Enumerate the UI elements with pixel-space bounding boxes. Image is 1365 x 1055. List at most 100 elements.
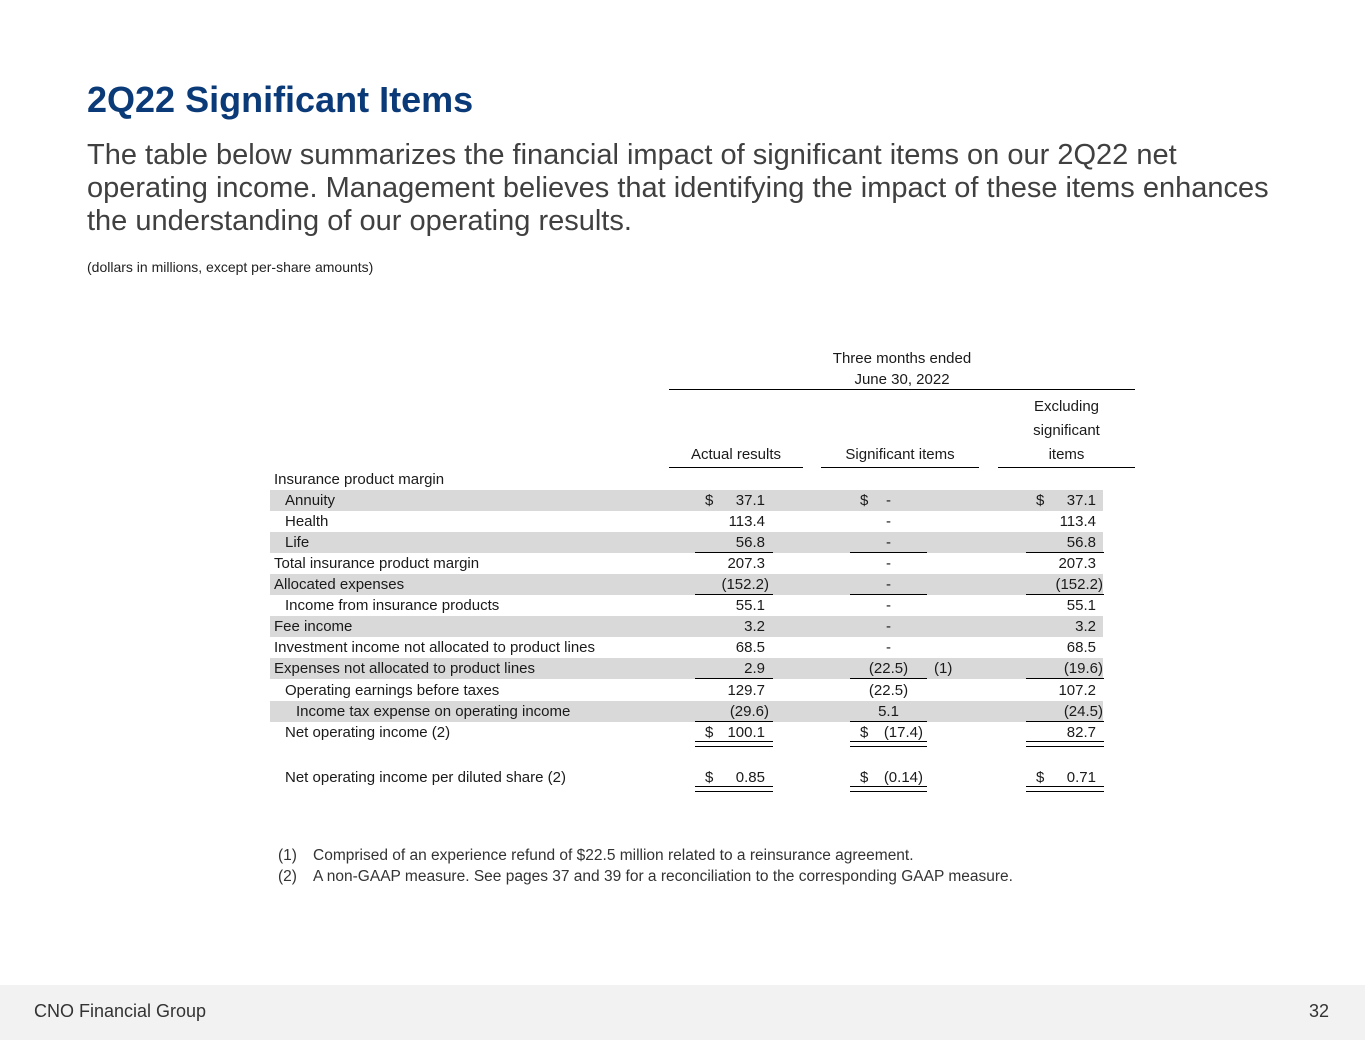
row-label: Income tax expense on operating income: [296, 703, 571, 720]
cell-significant: -: [850, 532, 927, 553]
cell-value: (22.5): [868, 660, 909, 677]
cell-value: 56.8: [1066, 534, 1096, 551]
cell-significant: -: [850, 637, 927, 658]
currency-symbol: $: [705, 492, 714, 509]
cell-value: (17.4): [883, 724, 923, 741]
cell-actual: (29.6): [695, 701, 773, 722]
cell-value: 55.1: [735, 597, 765, 614]
cell-actual: 113.4: [695, 511, 773, 532]
table-row-life: Life 56.8 - 56.8: [270, 532, 1170, 553]
cell-significant: 5.1: [850, 701, 927, 722]
row-label: Income from insurance products: [285, 597, 500, 614]
cell-value: (22.5): [868, 682, 909, 699]
table-row-noi-per-share: Net operating income per diluted share (…: [270, 767, 1170, 792]
cell-value: -: [886, 534, 891, 551]
footnote-text: A non-GAAP measure. See pages 37 and 39 …: [313, 868, 1013, 885]
cell-excluding: 56.8: [1026, 532, 1104, 553]
row-label: Total insurance product margin: [274, 555, 480, 572]
row-label: Life: [285, 534, 310, 551]
cell-value: (29.6): [729, 703, 769, 720]
cell-value: 0.85: [735, 769, 765, 786]
table-row-health: Health 113.4 - 113.4: [270, 511, 1170, 532]
cell-actual: 207.3: [695, 553, 773, 574]
cell-significant: $ (17.4): [850, 722, 927, 747]
cell-value: 207.3: [727, 555, 765, 572]
section-label: Insurance product margin: [274, 471, 445, 488]
cell-value: 107.2: [1058, 682, 1096, 699]
row-label: Operating earnings before taxes: [285, 682, 500, 699]
table-row-investment-income: Investment income not allocated to produ…: [270, 637, 1170, 658]
cell-significant: -: [850, 574, 927, 595]
cell-value: 82.7: [1066, 724, 1096, 741]
cell-value: (0.14): [883, 769, 923, 786]
row-label: Investment income not allocated to produ…: [274, 639, 596, 656]
column-header-excluding-line-1: Excluding: [1033, 398, 1100, 415]
column-header-actual: Actual results: [669, 443, 803, 468]
currency-symbol: $: [705, 724, 714, 741]
table-row-net-operating-income: Net operating income (2) $ 100.1 $ (17.4…: [270, 722, 1170, 747]
cell-value: 56.8: [735, 534, 765, 551]
cell-actual: $ 100.1: [695, 722, 773, 747]
cell-excluding: $ 37.1: [1026, 490, 1104, 511]
cell-significant: -: [850, 511, 927, 532]
row-label: Allocated expenses: [274, 576, 405, 593]
footnote-reference: (1): [934, 660, 953, 677]
cell-actual: 56.8: [695, 532, 773, 553]
cell-value: -: [886, 513, 891, 530]
cell-value: -: [886, 576, 891, 593]
units-note: (dollars in millions, except per-share a…: [87, 259, 374, 275]
cell-actual: (152.2): [695, 574, 773, 595]
currency-symbol: $: [860, 769, 869, 786]
cell-value: 3.2: [1075, 618, 1096, 635]
footnote-2: (2) A non-GAAP measure. See pages 37 and …: [278, 866, 1013, 887]
currency-symbol: $: [705, 769, 714, 786]
table-row-income-tax: Income tax expense on operating income (…: [270, 701, 1170, 722]
row-label: Annuity: [285, 492, 336, 509]
row-label: Fee income: [274, 618, 353, 635]
cell-value: 68.5: [1066, 639, 1096, 656]
cell-actual: 129.7: [695, 680, 773, 701]
column-header-excluding-line-2: significant: [1033, 422, 1100, 439]
cell-excluding: 55.1: [1026, 595, 1104, 616]
page-title: 2Q22 Significant Items: [87, 79, 474, 120]
cell-significant: $ (0.14): [850, 767, 927, 792]
cell-actual: $ 0.85: [695, 767, 773, 792]
currency-symbol: $: [860, 492, 869, 509]
cell-excluding: 207.3: [1026, 553, 1104, 574]
footnotes: (1) Comprised of an experience refund of …: [278, 845, 1013, 887]
cell-value: 113.4: [728, 513, 765, 530]
footnote-number: (2): [278, 868, 297, 885]
cell-value: 5.1: [878, 703, 899, 720]
footnote-1: (1) Comprised of an experience refund of …: [278, 845, 1013, 866]
footer-company: CNO Financial Group: [34, 1001, 207, 1021]
cell-excluding: (24.5): [1026, 701, 1104, 722]
currency-symbol: $: [1036, 492, 1045, 509]
cell-excluding: (19.6): [1026, 658, 1104, 679]
cell-value: 207.3: [1058, 555, 1096, 572]
cell-value: (152.2): [1055, 576, 1103, 593]
cell-excluding: 107.2: [1026, 680, 1104, 701]
cell-value: -: [886, 597, 891, 614]
table-row-income-insurance: Income from insurance products 55.1 - 55…: [270, 595, 1170, 616]
cell-value: 100.1: [727, 724, 765, 741]
cell-significant: -: [850, 553, 927, 574]
row-label: Net operating income per diluted share (…: [285, 769, 566, 786]
cell-excluding: (152.2): [1026, 574, 1104, 595]
footnote-text: Comprised of an experience refund of $22…: [313, 847, 914, 864]
cell-excluding: $ 0.71: [1026, 767, 1104, 792]
cell-value: 0.71: [1066, 769, 1096, 786]
cell-value: (152.2): [721, 576, 769, 593]
cell-value: 55.1: [1066, 597, 1096, 614]
cell-significant: -: [850, 595, 927, 616]
currency-symbol: $: [860, 724, 869, 741]
cell-value: (19.6): [1063, 660, 1103, 677]
column-header-excluding-line-3: items: [1048, 446, 1085, 463]
cell-value: -: [886, 618, 891, 635]
cell-actual: 2.9: [695, 658, 773, 679]
column-header-significant: Significant items: [821, 443, 979, 468]
footnote-number: (1): [278, 847, 297, 864]
cell-actual: $ 37.1: [695, 490, 773, 511]
cell-value: 37.1: [1066, 492, 1096, 509]
page-subtitle: The table below summarizes the financial…: [87, 139, 1269, 237]
table-row-total-ipm: Total insurance product margin 207.3 - 2…: [270, 553, 1170, 574]
